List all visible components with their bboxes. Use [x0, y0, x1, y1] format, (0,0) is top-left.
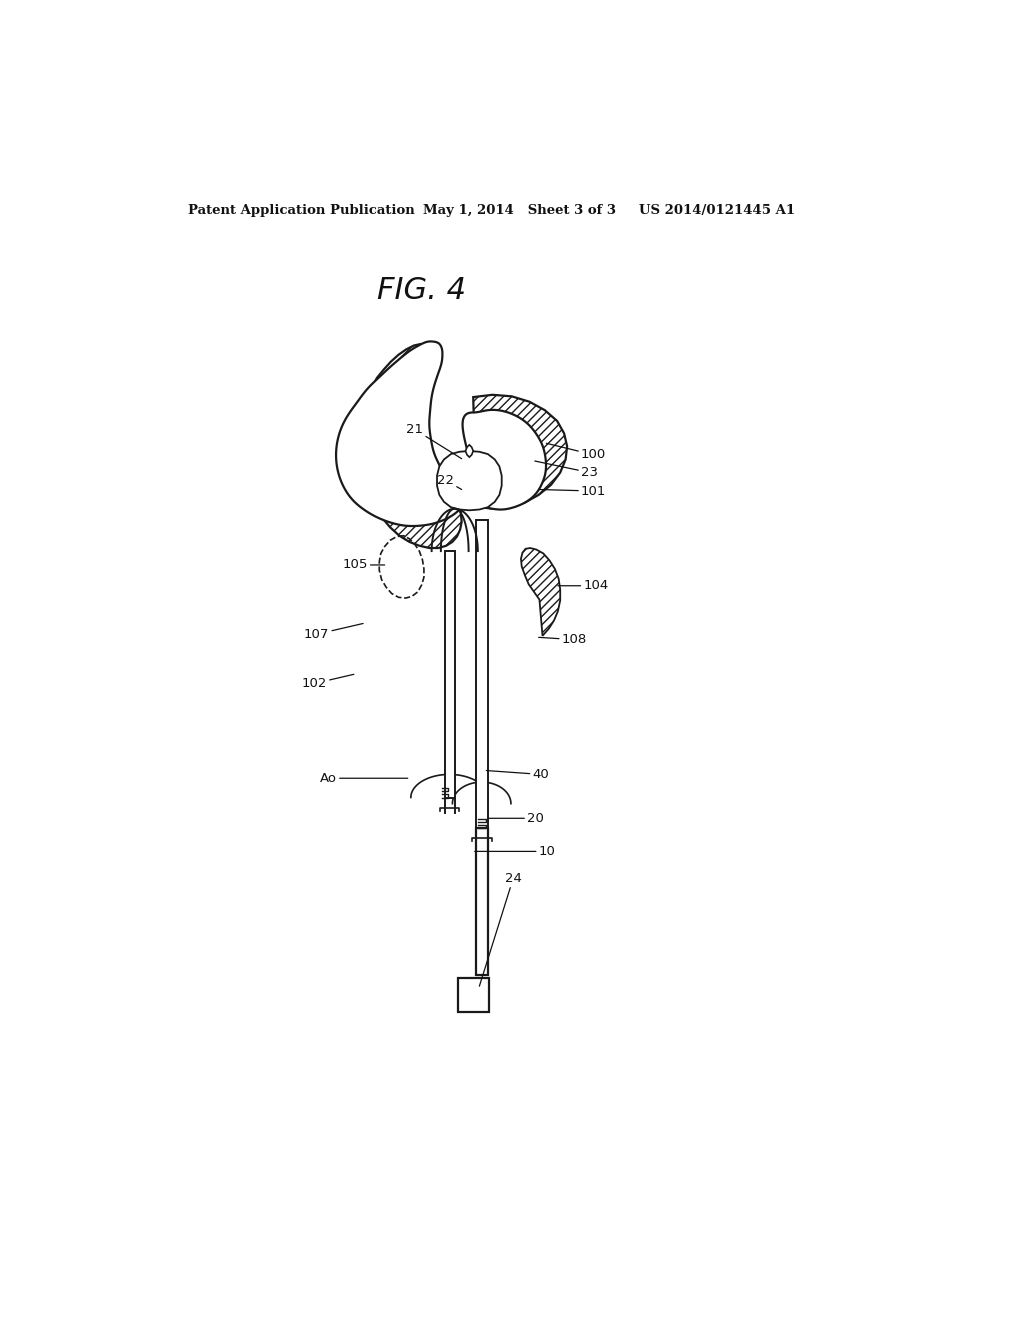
Text: Ao: Ao: [319, 772, 408, 785]
Text: FIG. 4: FIG. 4: [377, 276, 466, 305]
Text: 40: 40: [486, 768, 549, 781]
Text: 101: 101: [539, 484, 606, 498]
Polygon shape: [475, 520, 487, 829]
Text: 108: 108: [539, 634, 587, 647]
Polygon shape: [437, 451, 502, 511]
Polygon shape: [521, 548, 560, 636]
Text: 107: 107: [304, 623, 364, 640]
Text: 22: 22: [437, 474, 462, 490]
Polygon shape: [475, 829, 487, 974]
Text: 23: 23: [535, 461, 598, 479]
Text: May 1, 2014   Sheet 3 of 3: May 1, 2014 Sheet 3 of 3: [423, 205, 616, 218]
Text: 104: 104: [558, 579, 608, 593]
Polygon shape: [466, 445, 473, 457]
Polygon shape: [336, 342, 546, 527]
Text: 21: 21: [407, 422, 462, 459]
Polygon shape: [359, 345, 567, 548]
Text: US 2014/0121445 A1: US 2014/0121445 A1: [639, 205, 795, 218]
Text: 105: 105: [342, 558, 385, 572]
Text: 100: 100: [547, 444, 606, 462]
Polygon shape: [444, 552, 455, 797]
Text: 10: 10: [475, 845, 556, 858]
Text: Patent Application Publication: Patent Application Publication: [188, 205, 415, 218]
Text: 102: 102: [301, 675, 354, 690]
Text: 24: 24: [479, 871, 521, 986]
Polygon shape: [458, 978, 488, 1011]
Text: 20: 20: [488, 812, 544, 825]
